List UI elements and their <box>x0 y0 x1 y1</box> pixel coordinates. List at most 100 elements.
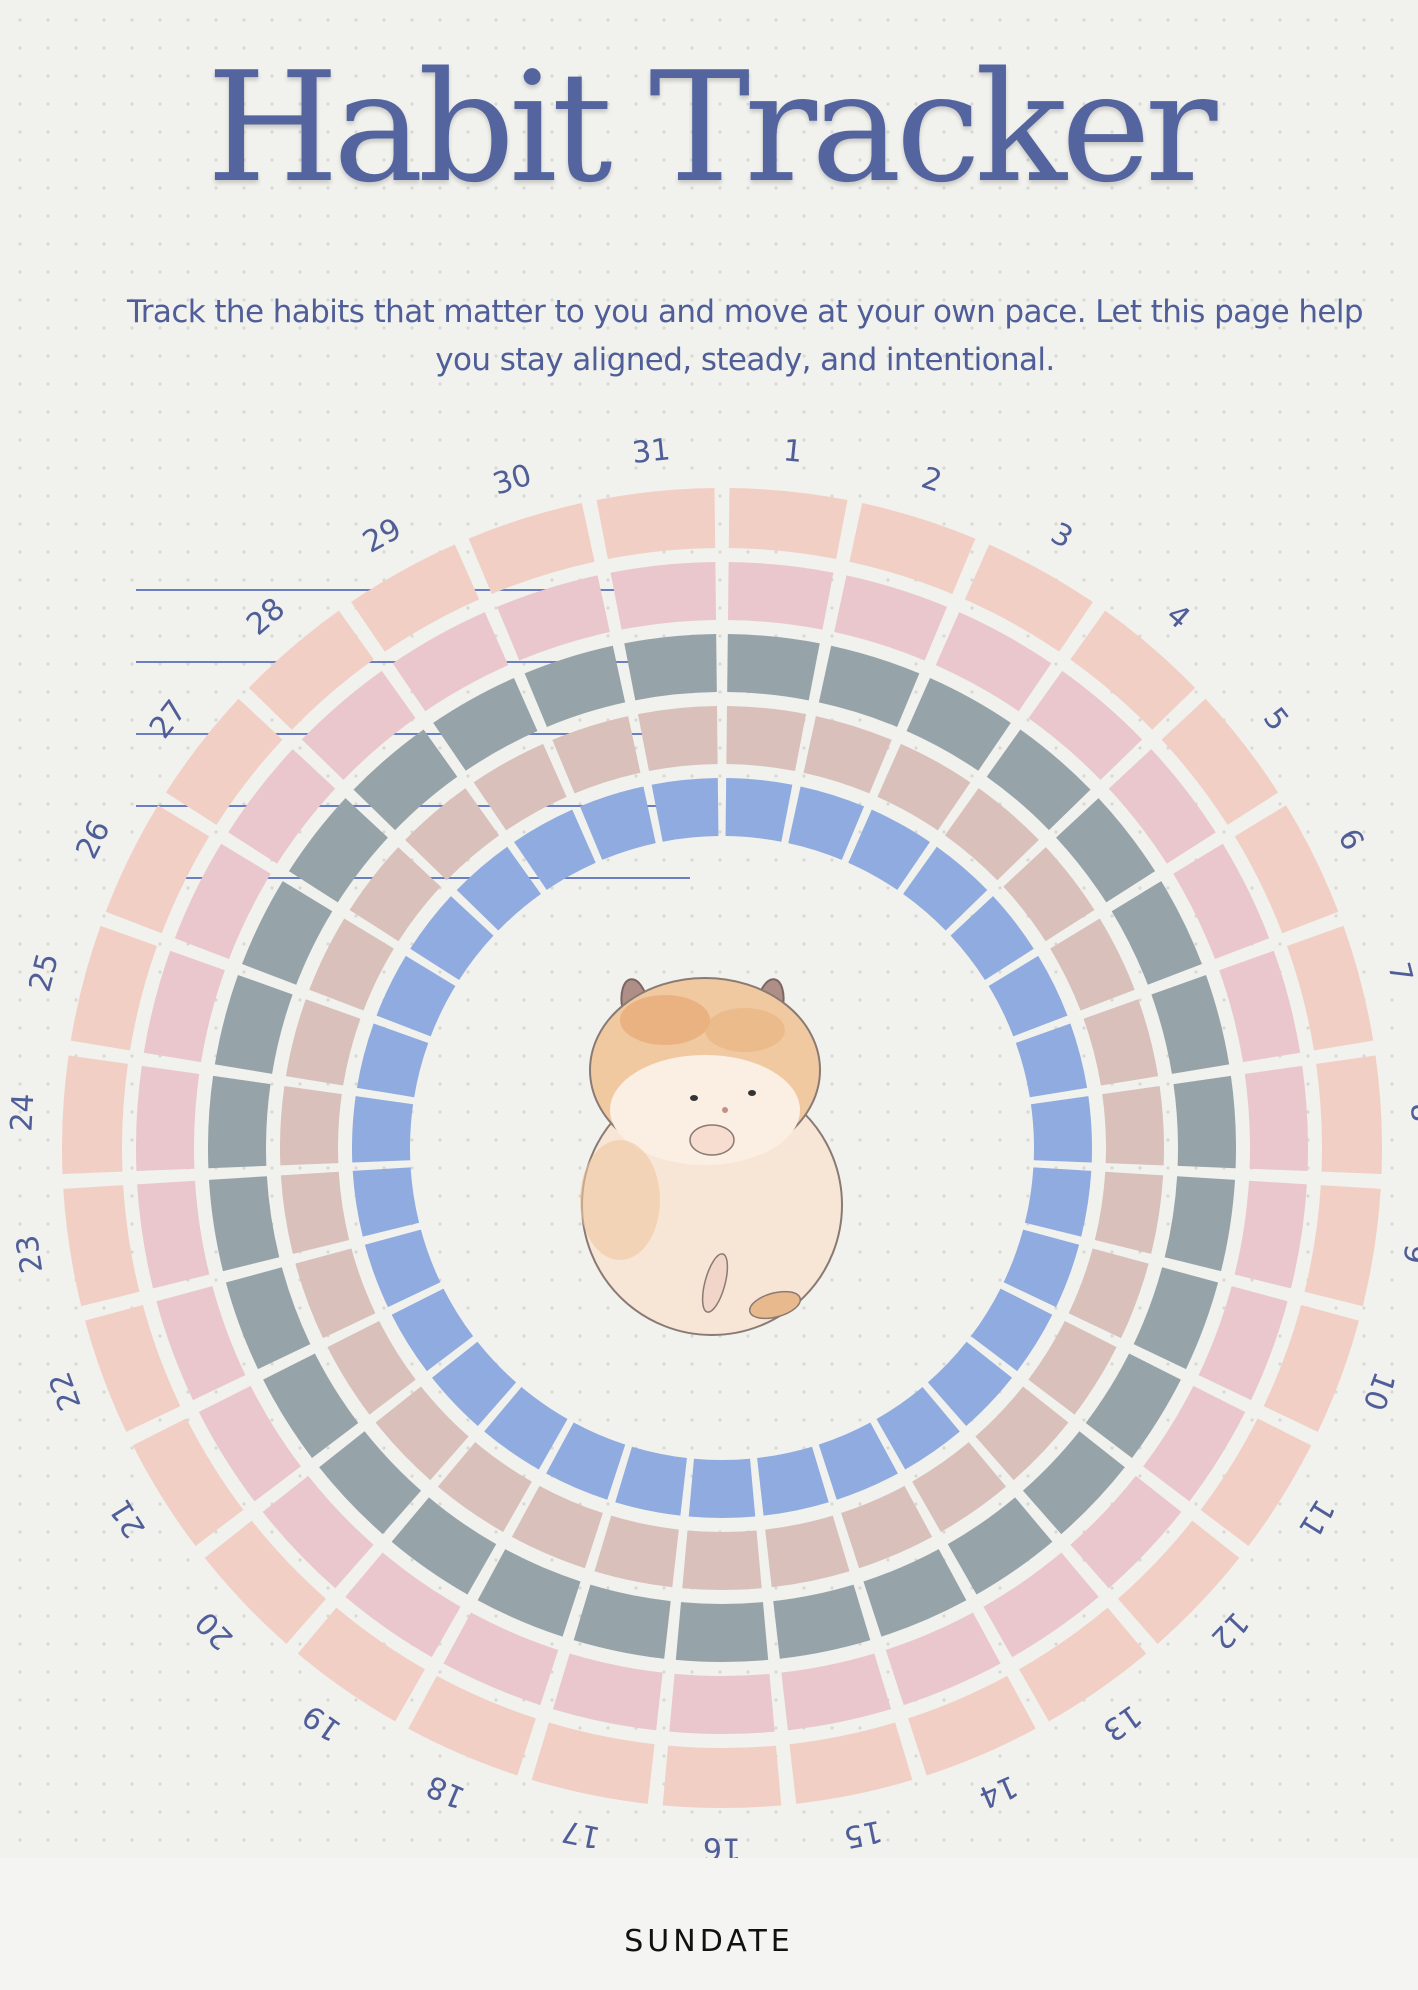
habit-1-day-21-cell[interactable] <box>132 1418 244 1547</box>
habit-3-day-30-cell[interactable] <box>524 645 626 727</box>
habit-2-day-4-cell[interactable] <box>1028 670 1143 780</box>
habit-3-day-28-cell[interactable] <box>353 729 458 831</box>
habit-4-day-12-cell[interactable] <box>975 1386 1069 1481</box>
habit-2-day-29-cell[interactable] <box>392 612 509 712</box>
habit-2-day-15-cell[interactable] <box>781 1653 892 1731</box>
habit-3-day-5-cell[interactable] <box>1056 798 1156 903</box>
habit-3-day-15-cell[interactable] <box>773 1584 871 1659</box>
habit-4-day-31-cell[interactable] <box>637 706 718 772</box>
habit-2-day-25-cell[interactable] <box>143 950 225 1063</box>
habit-1-day-4-cell[interactable] <box>1070 610 1196 730</box>
habit-4-day-21-cell[interactable] <box>327 1321 416 1415</box>
habit-4-day-30-cell[interactable] <box>552 716 641 794</box>
habit-1-day-3-cell[interactable] <box>964 544 1093 652</box>
habit-2-day-1-cell[interactable] <box>727 562 834 630</box>
habit-5-day-3-cell[interactable] <box>848 809 930 890</box>
habit-5-day-30-cell[interactable] <box>579 786 656 860</box>
habit-1-day-27-cell[interactable] <box>165 698 283 825</box>
habit-1-day-23-cell[interactable] <box>63 1185 140 1307</box>
habit-5-day-6-cell[interactable] <box>988 955 1068 1037</box>
habit-1-day-17-cell[interactable] <box>531 1722 655 1804</box>
habit-3-day-29-cell[interactable] <box>433 677 538 771</box>
habit-2-day-21-cell[interactable] <box>198 1385 301 1502</box>
habit-2-day-11-cell[interactable] <box>1143 1385 1246 1502</box>
habit-1-day-24-cell[interactable] <box>62 1055 128 1174</box>
habit-2-day-18-cell[interactable] <box>443 1612 559 1706</box>
habit-4-day-18-cell[interactable] <box>511 1485 603 1569</box>
habit-1-day-6-cell[interactable] <box>1234 805 1339 934</box>
habit-5-day-20-cell[interactable] <box>432 1341 517 1426</box>
habit-4-day-26-cell[interactable] <box>309 918 394 1011</box>
habit-2-day-5-cell[interactable] <box>1108 749 1216 864</box>
habit-5-day-22-cell[interactable] <box>364 1229 441 1308</box>
habit-3-day-9-cell[interactable] <box>1164 1176 1236 1272</box>
habit-2-day-22-cell[interactable] <box>156 1286 246 1401</box>
habit-3-day-18-cell[interactable] <box>477 1549 581 1637</box>
habit-5-day-16-cell[interactable] <box>688 1458 756 1518</box>
habit-2-day-24-cell[interactable] <box>135 1065 200 1172</box>
habit-2-day-12-cell[interactable] <box>1070 1475 1182 1589</box>
habit-3-day-27-cell[interactable] <box>288 798 388 903</box>
habit-3-day-14-cell[interactable] <box>863 1549 967 1637</box>
habit-4-day-14-cell[interactable] <box>841 1485 933 1569</box>
habit-1-day-25-cell[interactable] <box>70 925 158 1051</box>
habit-2-day-14-cell[interactable] <box>885 1612 1001 1706</box>
habit-5-day-28-cell[interactable] <box>456 846 541 931</box>
habit-5-day-9-cell[interactable] <box>1024 1167 1092 1237</box>
habit-1-day-18-cell[interactable] <box>408 1675 536 1776</box>
habit-4-day-29-cell[interactable] <box>473 743 567 831</box>
habit-4-day-20-cell[interactable] <box>375 1386 469 1481</box>
habit-5-day-11-cell[interactable] <box>970 1288 1053 1372</box>
habit-2-day-16-cell[interactable] <box>669 1673 775 1734</box>
habit-1-day-26-cell[interactable] <box>105 805 210 934</box>
habit-4-day-7-cell[interactable] <box>1083 999 1159 1086</box>
habit-4-day-24-cell[interactable] <box>280 1086 342 1166</box>
habit-2-day-10-cell[interactable] <box>1198 1286 1288 1401</box>
habit-5-day-25-cell[interactable] <box>356 1023 429 1098</box>
habit-1-day-11-cell[interactable] <box>1200 1418 1312 1547</box>
habit-2-day-26-cell[interactable] <box>174 843 271 960</box>
habit-3-day-11-cell[interactable] <box>1085 1353 1181 1458</box>
habit-1-day-12-cell[interactable] <box>1117 1520 1240 1644</box>
habit-3-day-2-cell[interactable] <box>818 645 920 727</box>
habit-2-day-3-cell[interactable] <box>935 612 1052 712</box>
habit-3-day-4-cell[interactable] <box>986 729 1091 831</box>
habit-3-day-21-cell[interactable] <box>263 1353 359 1458</box>
habit-4-day-11-cell[interactable] <box>1028 1321 1117 1415</box>
habit-5-day-14-cell[interactable] <box>818 1422 898 1500</box>
habit-4-day-27-cell[interactable] <box>349 847 441 942</box>
habit-2-day-6-cell[interactable] <box>1173 843 1270 960</box>
habit-3-day-25-cell[interactable] <box>214 974 293 1074</box>
habit-5-day-10-cell[interactable] <box>1003 1229 1080 1308</box>
habit-1-day-8-cell[interactable] <box>1316 1055 1382 1174</box>
habit-3-day-7-cell[interactable] <box>1151 974 1230 1074</box>
habit-1-day-20-cell[interactable] <box>204 1520 327 1644</box>
habit-1-day-16-cell[interactable] <box>662 1745 782 1808</box>
habit-5-day-15-cell[interactable] <box>757 1446 829 1516</box>
habit-4-day-6-cell[interactable] <box>1050 918 1135 1011</box>
habit-4-day-16-cell[interactable] <box>682 1530 762 1590</box>
habit-5-day-4-cell[interactable] <box>903 846 988 931</box>
habit-5-day-12-cell[interactable] <box>927 1341 1012 1426</box>
habit-5-day-1-cell[interactable] <box>725 778 793 842</box>
habit-4-day-19-cell[interactable] <box>437 1442 532 1533</box>
habit-name-line-3[interactable] <box>136 733 690 735</box>
habit-3-day-1-cell[interactable] <box>727 634 820 701</box>
habit-4-day-9-cell[interactable] <box>1094 1171 1164 1254</box>
habit-3-day-22-cell[interactable] <box>225 1267 311 1370</box>
habit-5-day-21-cell[interactable] <box>391 1288 474 1372</box>
habit-5-day-29-cell[interactable] <box>514 809 596 890</box>
habit-2-day-20-cell[interactable] <box>262 1475 374 1589</box>
habit-4-day-28-cell[interactable] <box>405 788 500 881</box>
habit-4-day-17-cell[interactable] <box>594 1515 679 1588</box>
habit-3-day-6-cell[interactable] <box>1111 881 1202 985</box>
habit-5-day-2-cell[interactable] <box>788 786 865 860</box>
habit-4-day-4-cell[interactable] <box>944 788 1039 881</box>
habit-2-day-30-cell[interactable] <box>497 575 610 661</box>
habit-5-day-7-cell[interactable] <box>1015 1023 1088 1098</box>
habit-4-day-22-cell[interactable] <box>295 1248 376 1339</box>
habit-2-day-13-cell[interactable] <box>983 1552 1099 1658</box>
habit-2-day-8-cell[interactable] <box>1244 1065 1308 1172</box>
habit-2-day-27-cell[interactable] <box>228 749 336 864</box>
habit-4-day-10-cell[interactable] <box>1068 1248 1149 1339</box>
